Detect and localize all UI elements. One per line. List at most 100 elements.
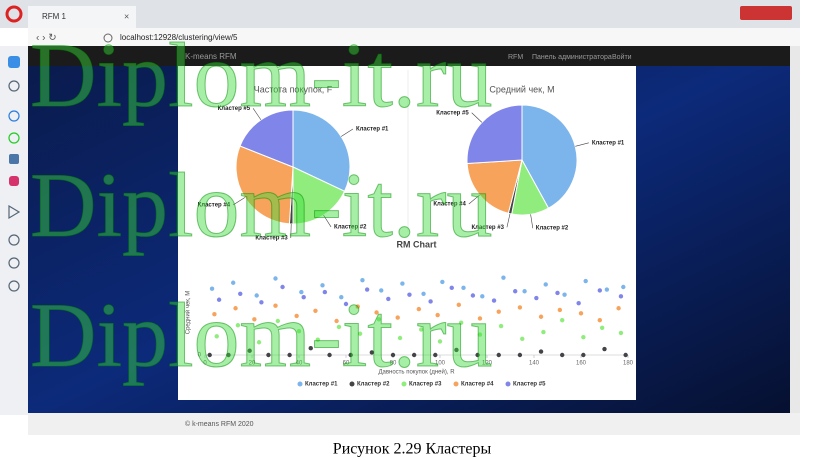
leader-line xyxy=(468,194,480,205)
scatter-point xyxy=(407,292,412,297)
leader-line xyxy=(232,197,246,206)
scatter-point xyxy=(560,317,565,323)
scatter-point xyxy=(296,329,302,334)
navbar-brand[interactable]: K-means RFM xyxy=(185,52,237,61)
scatter-point xyxy=(214,334,219,339)
nav-link[interactable]: RFM xyxy=(508,54,523,61)
sidebar-icon[interactable] xyxy=(8,204,21,220)
scatter-point xyxy=(299,289,304,295)
tab-close[interactable]: × xyxy=(124,11,129,21)
x-tick-label: 180 xyxy=(623,361,634,367)
scatter-point xyxy=(562,292,567,297)
navbar xyxy=(28,46,790,66)
nav-buttons[interactable]: ‹ › ↻ xyxy=(36,33,57,44)
scatter-point xyxy=(207,352,212,358)
scatter-point xyxy=(357,331,363,336)
sidebar-icon[interactable] xyxy=(8,56,20,68)
scatter-point xyxy=(480,294,485,299)
slice-label: Кластер #3 xyxy=(472,225,505,231)
scatter-point xyxy=(618,330,624,336)
x-tick-label: 20 xyxy=(249,361,256,367)
scatter-point xyxy=(618,294,624,299)
nav-link[interactable]: Панель администратора xyxy=(532,54,612,61)
pie-slice xyxy=(239,109,294,168)
scatter-point xyxy=(538,349,544,354)
scatter-point xyxy=(461,285,466,291)
scatter-point xyxy=(336,324,342,330)
scatter-point xyxy=(616,306,621,311)
address-bar xyxy=(28,28,800,46)
scatter-point xyxy=(440,279,445,285)
scatter-point xyxy=(541,329,546,335)
scatter-point xyxy=(517,352,523,358)
scatter-point xyxy=(437,339,443,344)
scatter-point xyxy=(386,296,391,302)
scatter-point xyxy=(280,284,285,290)
legend-label: Кластер #5 xyxy=(513,382,546,388)
scatter-point xyxy=(433,352,438,358)
window-controls[interactable] xyxy=(740,6,792,20)
leader-line xyxy=(471,112,483,123)
scatter-point xyxy=(517,305,523,310)
sidebar-icon[interactable] xyxy=(8,110,20,122)
site-info[interactable] xyxy=(103,33,113,43)
sidebar-icon[interactable] xyxy=(8,132,20,144)
slice-label: Кластер #2 xyxy=(334,225,367,231)
scatter-point xyxy=(581,334,586,340)
y-axis-label: Средний чек, М xyxy=(185,291,192,334)
scatter-point xyxy=(273,276,278,281)
slice-label: Кластер #1 xyxy=(592,140,625,146)
scatter-point xyxy=(513,289,518,294)
scatter-point xyxy=(238,291,243,296)
scatter-point xyxy=(256,340,262,345)
x-tick-label: 160 xyxy=(576,361,587,367)
scatter-point xyxy=(364,287,370,292)
scatter-point xyxy=(275,318,281,324)
browser-logo[interactable] xyxy=(5,5,23,23)
scatter-point xyxy=(421,291,426,296)
scatter-point xyxy=(576,300,581,306)
sidebar-icon[interactable] xyxy=(8,234,20,246)
x-tick-label: 60 xyxy=(343,361,350,367)
legend-label: Кластер #2 xyxy=(357,382,390,388)
scatter-point xyxy=(458,320,464,325)
sidebar xyxy=(0,46,28,415)
scatter-point xyxy=(360,278,365,283)
scrollbar[interactable] xyxy=(790,46,800,413)
scatter-point xyxy=(390,352,396,358)
caption: Рисунок 2.29 Кластеры xyxy=(333,441,492,458)
sidebar-icon[interactable] xyxy=(8,257,20,269)
slice-label: Кластер #1 xyxy=(356,127,389,133)
url[interactable]: localhost:12928/clustering/view/5 xyxy=(120,33,238,42)
tab[interactable] xyxy=(28,6,136,28)
pie-slice xyxy=(292,166,346,225)
scatter-point xyxy=(320,283,325,288)
sidebar-icon[interactable] xyxy=(8,280,20,292)
scatter-point xyxy=(379,288,384,293)
tab-title: RFM 1 xyxy=(42,12,67,21)
slice-label: Кластер #5 xyxy=(218,106,251,112)
scatter-point xyxy=(555,290,560,296)
scatter-point xyxy=(395,315,400,320)
sidebar-icon[interactable] xyxy=(8,80,20,92)
chart-title: RM Chart xyxy=(397,239,437,249)
scatter-point xyxy=(534,295,539,301)
scatter-point xyxy=(374,310,379,315)
watermark: Diplom-it.ru xyxy=(30,284,493,386)
scatter-point xyxy=(428,299,433,304)
sidebar-icon[interactable] xyxy=(9,154,19,164)
scatter-point xyxy=(604,287,610,292)
scatter-point xyxy=(294,313,299,319)
leader-line xyxy=(340,128,354,137)
scatter-point xyxy=(538,314,544,319)
scatter-point xyxy=(411,352,417,358)
scatter-point xyxy=(259,300,264,305)
pie-slice xyxy=(521,104,578,209)
leader-line xyxy=(506,213,511,228)
nav-link[interactable]: Войти xyxy=(612,53,632,61)
scatter-point xyxy=(543,282,548,287)
leader-line xyxy=(530,214,534,229)
x-tick-label: 80 xyxy=(390,361,397,367)
scatter-point xyxy=(496,352,501,358)
sidebar-icon[interactable] xyxy=(9,176,19,186)
